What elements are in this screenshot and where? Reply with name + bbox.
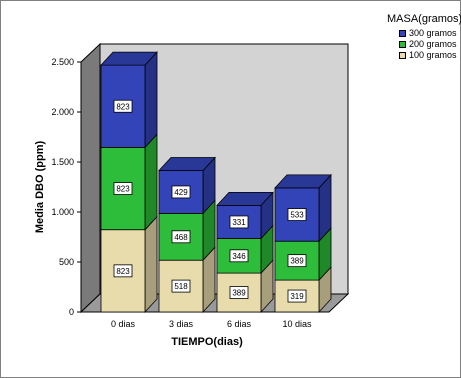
y-tick-label: 1.000	[51, 207, 74, 217]
legend-label: 100 gramos	[409, 50, 457, 60]
x-axis-title: TIEMPO(dias)	[171, 336, 243, 348]
data-label-box	[229, 215, 249, 229]
data-label-box	[171, 279, 191, 293]
data-label-box	[229, 286, 249, 299]
data-label-box	[113, 264, 133, 278]
data-label: 823	[116, 102, 130, 111]
x-tick-label: 6 dias	[227, 319, 252, 329]
bar-top	[158, 157, 216, 171]
legend-item: 300 gramos	[399, 28, 461, 39]
data-label: 823	[116, 185, 130, 194]
y-tick-label: 2.000	[51, 107, 74, 117]
data-label: 319	[290, 292, 304, 301]
data-label-box	[171, 230, 191, 244]
data-label: 389	[232, 289, 246, 298]
legend-items: 300 gramos 200 gramos 100 gramos	[387, 28, 461, 61]
data-label-box	[287, 289, 307, 303]
side-wall	[80, 42, 101, 314]
y-tick-label: 0	[69, 307, 74, 317]
bar-side	[144, 215, 158, 314]
legend-title: MASA(gramos)	[387, 13, 461, 25]
legend: MASA(gramos) 300 gramos 200 gramos 100 gra…	[387, 13, 461, 61]
legend-label: 300 gramos	[409, 28, 457, 38]
bar-top	[100, 51, 158, 66]
x-tick-label: 3 dias	[169, 319, 194, 329]
x-tick-label: 10 dias	[282, 319, 312, 329]
data-label-box	[171, 185, 191, 199]
data-label-box	[113, 182, 133, 195]
y-axis-title: Media DBO (ppm)	[34, 141, 46, 234]
data-label: 389	[290, 257, 304, 266]
data-label-box	[113, 99, 133, 113]
legend-swatch	[399, 52, 406, 59]
data-label-box	[287, 208, 307, 221]
data-label: 429	[174, 188, 188, 197]
data-label-box	[229, 249, 249, 263]
data-label: 346	[232, 252, 246, 261]
legend-swatch	[399, 30, 406, 37]
legend-item: 100 gramos	[399, 50, 461, 61]
data-label: 823	[116, 267, 130, 276]
y-tick-label: 2.500	[51, 57, 74, 67]
bar-top	[274, 174, 332, 189]
y-tick-label: 500	[59, 257, 74, 267]
data-label: 468	[174, 233, 188, 242]
data-label: 533	[290, 211, 304, 220]
legend-swatch	[399, 41, 406, 48]
legend-label: 200 gramos	[409, 39, 457, 49]
data-label: 331	[232, 218, 246, 227]
legend-item: 200 gramos	[399, 39, 461, 50]
x-tick-label: 0 dias	[111, 319, 136, 329]
bar-side	[144, 51, 158, 149]
bar-top	[216, 191, 274, 206]
data-label: 518	[174, 282, 188, 291]
y-tick-label: 1.500	[51, 157, 74, 167]
bar-side	[144, 133, 158, 231]
data-label-box	[287, 254, 307, 268]
